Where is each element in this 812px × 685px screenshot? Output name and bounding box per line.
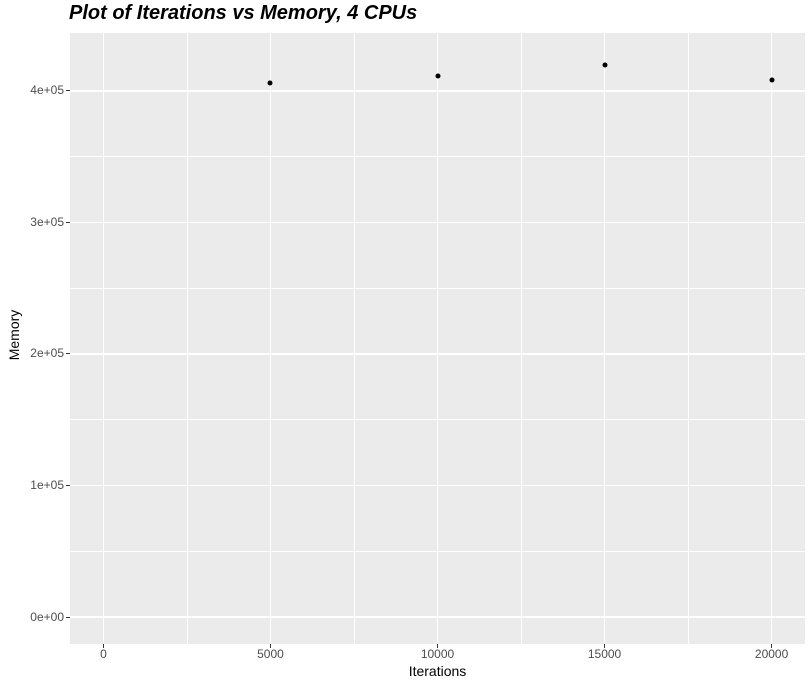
y-axis-tick-mark — [66, 616, 70, 618]
gridline-minor-vertical — [186, 33, 188, 644]
y-axis-tick-mark — [66, 353, 70, 355]
data-point — [435, 73, 440, 79]
data-point — [267, 80, 273, 86]
x-axis-tick-mark — [604, 644, 606, 648]
x-axis-tick-label: 15000 — [587, 647, 622, 661]
x-axis-tick-label: 0 — [100, 647, 107, 661]
y-axis-tick-label: 2e+05 — [30, 346, 64, 361]
data-point — [602, 62, 608, 68]
gridline-major-horizontal — [70, 616, 805, 618]
plot-title: Plot of Iterations vs Memory, 4 CPUs — [69, 2, 418, 24]
gridline-major-horizontal — [70, 353, 805, 355]
gridline-major-vertical — [436, 33, 439, 644]
gridline-major-vertical — [603, 33, 606, 644]
gridline-major-vertical — [269, 33, 272, 644]
x-axis-tick-mark — [269, 644, 271, 648]
y-axis-tick-label: 4e+05 — [30, 83, 64, 98]
y-axis-tick-mark — [66, 221, 70, 223]
y-axis-tick-label: 3e+05 — [30, 214, 64, 229]
y-axis-tick-mark — [66, 484, 70, 486]
x-axis-tick-label: 5000 — [257, 647, 284, 661]
x-axis-tick-label: 10000 — [420, 647, 455, 661]
y-axis-tick-label: 1e+05 — [30, 477, 64, 492]
gridline-minor-vertical — [687, 33, 689, 644]
gridline-major-horizontal — [70, 221, 805, 224]
plot-panel — [70, 33, 805, 644]
data-point — [769, 77, 775, 83]
gridline-minor-vertical — [520, 33, 522, 644]
x-axis-title: Iterations — [408, 663, 467, 679]
x-axis-tick-mark — [437, 644, 438, 648]
x-axis-tick-mark — [771, 644, 773, 648]
y-axis-title: Memory — [6, 309, 22, 361]
y-axis-tick-label: 0e+00 — [30, 609, 64, 624]
x-axis-tick-label: 20000 — [754, 647, 789, 661]
x-axis-tick-mark — [102, 644, 104, 648]
gridline-major-horizontal — [70, 484, 805, 487]
gridline-major-vertical — [770, 33, 773, 644]
gridline-minor-vertical — [353, 33, 355, 644]
gridline-major-vertical — [102, 33, 105, 644]
gridline-major-horizontal — [70, 90, 805, 92]
y-axis-tick-mark — [66, 90, 70, 92]
